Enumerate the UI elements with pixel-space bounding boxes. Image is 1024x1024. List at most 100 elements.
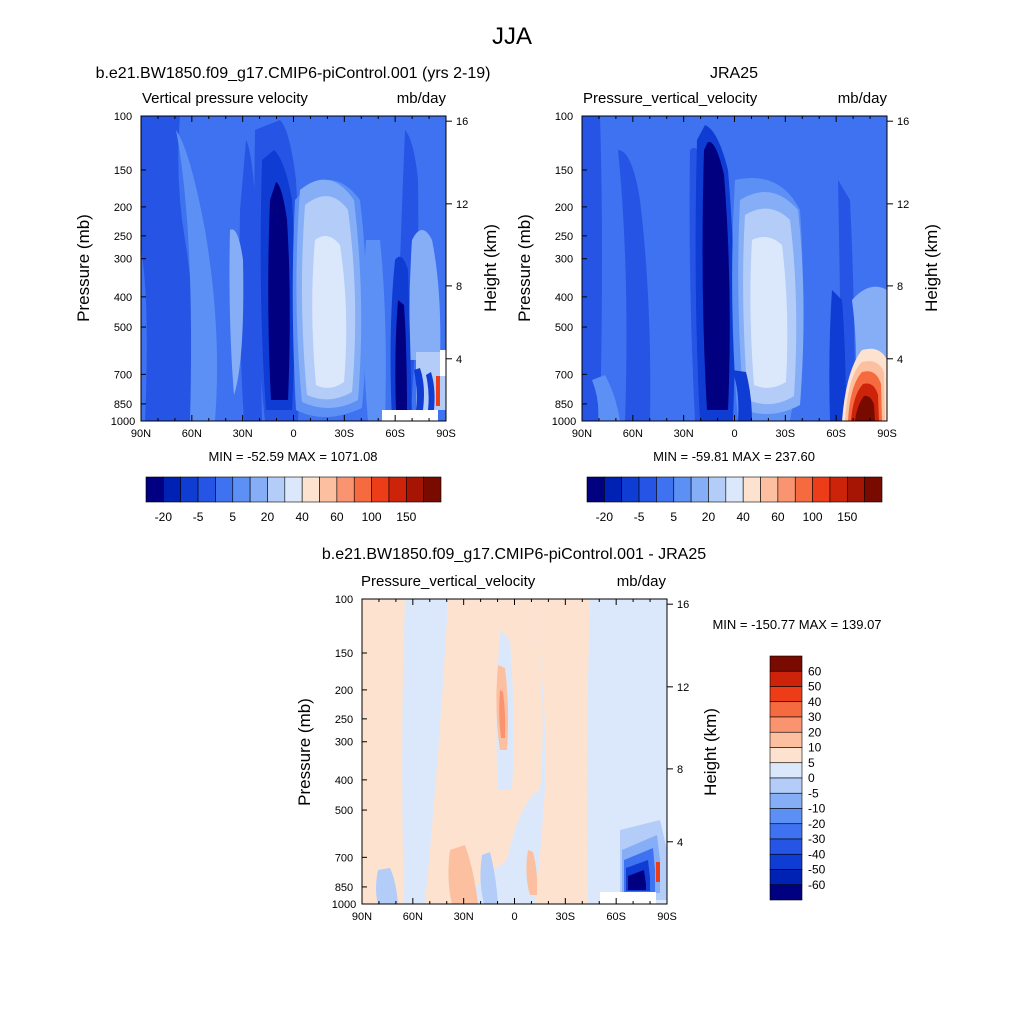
contour-shade [312, 236, 347, 388]
colorbar-swatch [267, 476, 286, 503]
contour-shade [268, 182, 290, 400]
colorbar-label: -20 [596, 510, 614, 524]
panel-model-field [141, 116, 446, 421]
pressure-tick-label: 250 [335, 714, 353, 726]
contour-shade [852, 286, 887, 360]
pressure-tick-label: 150 [555, 165, 573, 177]
height-tick-label: 8 [677, 764, 683, 776]
pressure-tick-label: 400 [555, 292, 573, 304]
colorbar-swatch [769, 853, 803, 870]
contour-shade [176, 130, 218, 421]
pressure-tick-label: 200 [335, 685, 353, 697]
panel-model-stats: MIN = -52.59 MAX = 1071.08 [208, 449, 377, 464]
colorbar-swatch [336, 476, 355, 503]
panel-jra25-ylabel: Pressure (mb) [515, 214, 534, 322]
colorbar-label: 20 [261, 510, 275, 524]
panel-model: b.e21.BW1850.f09_g17.CMIP6-piControl.001… [74, 65, 500, 524]
contour-shade [592, 375, 620, 421]
panel-model-colorbar: -20 -5 5 20 40 60 100 150 [145, 476, 442, 524]
colorbar-label: -50 [808, 863, 826, 877]
colorbar-swatch [769, 731, 803, 748]
colorbar-swatch [769, 670, 803, 687]
panel-diff-ylabel-right: Height (km) [701, 708, 720, 796]
contour-shade [480, 852, 498, 904]
height-tick-label: 8 [897, 281, 903, 293]
lat-tick-label: 60S [606, 911, 626, 923]
pressure-tick-label: 400 [335, 775, 353, 787]
colorbar-label: 60 [771, 510, 785, 524]
colorbar-label: 5 [670, 510, 677, 524]
colorbar-swatch [760, 476, 779, 503]
colorbar-label: 60 [808, 664, 822, 678]
contour-shade [229, 229, 244, 395]
height-tick-label: 12 [677, 682, 689, 694]
colorbar-swatch [353, 476, 372, 503]
colorbar-label: -20 [155, 510, 173, 524]
colorbar-label: 20 [702, 510, 716, 524]
colorbar-label: -5 [193, 510, 204, 524]
colorbar-label: 150 [396, 510, 416, 524]
colorbar-swatch [388, 476, 407, 503]
pressure-tick-label: 150 [335, 648, 353, 660]
colorbar-swatch [846, 476, 865, 503]
colorbar-swatch [301, 476, 320, 503]
colorbar-label: -5 [634, 510, 645, 524]
colorbar-swatch [769, 777, 803, 794]
figure-title: JJA [492, 23, 532, 50]
colorbar-label: 10 [808, 741, 822, 755]
panel-model-title: b.e21.BW1850.f09_g17.CMIP6-piControl.001… [96, 65, 491, 82]
colorbar-swatch [145, 476, 164, 503]
pressure-tick-label: 700 [335, 852, 353, 864]
lat-tick-label: 30S [335, 428, 355, 440]
contour-shade [533, 599, 590, 904]
colorbar-label: -10 [808, 802, 826, 816]
colorbar-swatch [769, 655, 803, 672]
contour-shade [376, 868, 398, 904]
height-tick-label: 16 [456, 116, 468, 128]
colorbar-swatch [742, 476, 761, 503]
colorbar-label: 100 [362, 510, 382, 524]
lat-tick-label: 60N [623, 428, 643, 440]
pressure-tick-label: 300 [335, 737, 353, 749]
lat-tick-label: 0 [731, 428, 737, 440]
colorbar-swatch [769, 686, 803, 703]
pressure-tick-label: 500 [335, 805, 353, 817]
contour-shade [426, 372, 435, 410]
lat-tick-label: 30S [556, 911, 576, 923]
pressure-tick-label: 700 [114, 369, 132, 381]
colorbar-swatch [621, 476, 640, 503]
colorbar-swatch [769, 792, 803, 809]
contour-shade [448, 845, 478, 904]
panel-diff-field [362, 599, 667, 904]
lat-tick-label: 60S [826, 428, 846, 440]
panel-model-ylabel-right: Height (km) [481, 224, 500, 312]
pressure-tick-label: 1000 [552, 416, 576, 428]
panel-diff-variable: Pressure_vertical_velocity [361, 573, 536, 590]
colorbar-swatch [777, 476, 796, 503]
colorbar-label: -20 [808, 817, 826, 831]
lat-tick-label: 90N [131, 428, 151, 440]
pressure-tick-label: 1000 [332, 899, 356, 911]
colorbar-swatch [371, 476, 390, 503]
missing-data [440, 350, 446, 376]
panel-jra25-ylabel-right: Height (km) [922, 224, 941, 312]
lat-tick-label: 60N [182, 428, 202, 440]
colorbar-swatch [708, 476, 727, 503]
panel-jra25-colorbar: -20 -5 5 20 40 60 100 150 [586, 476, 883, 524]
pressure-tick-label: 100 [555, 111, 573, 123]
contour-shade [362, 599, 405, 904]
colorbar-swatch [769, 762, 803, 779]
pressure-tick-label: 300 [555, 254, 573, 266]
colorbar-label: -5 [808, 786, 819, 800]
pressure-tick-label: 150 [114, 165, 132, 177]
colorbar-label: 30 [808, 710, 822, 724]
colorbar-label: 20 [808, 725, 822, 739]
colorbar-swatch [725, 476, 744, 503]
colorbar-label: 40 [736, 510, 750, 524]
colorbar-label: 60 [330, 510, 344, 524]
panel-jra25-field [582, 116, 887, 421]
pressure-tick-label: 200 [114, 202, 132, 214]
